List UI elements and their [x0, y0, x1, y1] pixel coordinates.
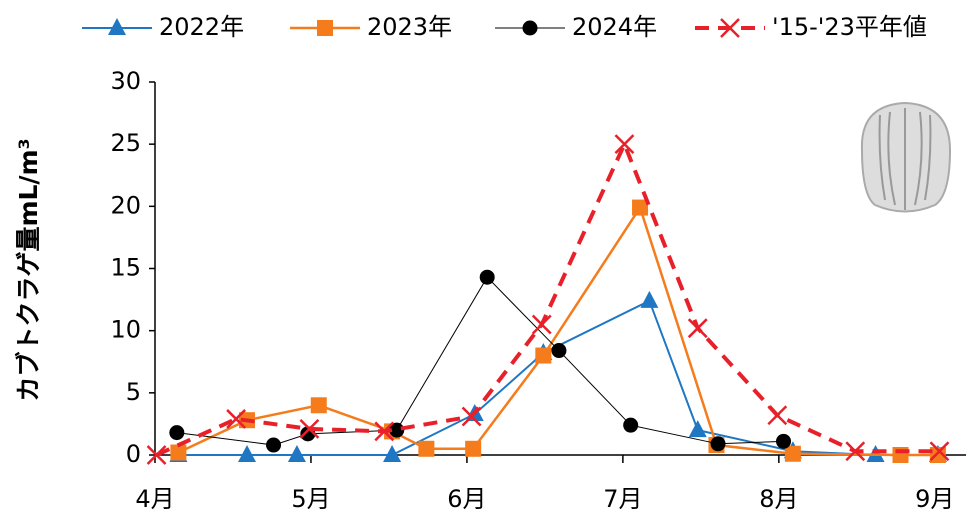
marker: [551, 343, 567, 359]
marker: [374, 421, 395, 442]
jellyfish-illustration: [860, 101, 952, 213]
y-tick-label: 10: [110, 316, 141, 344]
marker: [479, 269, 495, 285]
marker: [299, 419, 320, 439]
series: [169, 290, 947, 462]
marker: [614, 134, 635, 155]
series: [170, 199, 946, 463]
marker: [929, 447, 946, 463]
series-line: [178, 299, 938, 456]
marker: [784, 445, 801, 462]
x-tick-label: 6月: [447, 485, 486, 513]
marker: [710, 436, 726, 452]
marker: [687, 318, 708, 339]
marker: [623, 417, 639, 433]
series: [146, 134, 950, 465]
marker: [108, 18, 126, 35]
legend-item: 2023年: [290, 13, 452, 41]
marker: [287, 445, 306, 462]
marker: [929, 441, 950, 462]
marker: [640, 290, 659, 308]
series-line: [155, 139, 940, 457]
marker: [461, 406, 482, 427]
marker: [632, 199, 649, 216]
x-tick-label: 9月: [915, 485, 954, 513]
y-tick-label: 25: [110, 129, 141, 157]
legend-label: '15-'23平年値: [772, 13, 927, 41]
legend-item: '15-'23平年値: [695, 13, 927, 41]
marker: [310, 397, 327, 414]
legend-item: 2024年: [495, 13, 657, 41]
x-tick-label: 7月: [603, 485, 642, 513]
marker: [266, 437, 282, 453]
marker: [776, 433, 792, 449]
legend-label: 2022年: [159, 13, 244, 41]
y-tick-label: 20: [110, 191, 141, 219]
marker: [317, 20, 333, 36]
y-tick-label: 5: [126, 378, 141, 406]
marker: [720, 18, 740, 38]
y-tick-label: 15: [110, 254, 141, 282]
marker: [146, 445, 167, 465]
marker: [383, 445, 402, 462]
marker: [522, 20, 538, 36]
y-axis-title: カブトクラゲ量mL/m³: [14, 138, 43, 401]
marker: [170, 444, 187, 461]
marker: [418, 440, 435, 457]
marker: [535, 347, 552, 364]
marker: [767, 405, 788, 426]
marker: [389, 422, 405, 438]
marker: [531, 314, 552, 335]
marker: [238, 445, 257, 462]
marker: [226, 409, 246, 429]
marker: [845, 441, 866, 462]
x-tick-label: 8月: [759, 485, 798, 513]
y-tick-label: 30: [110, 67, 141, 95]
x-tick-label: 4月: [135, 485, 174, 513]
marker: [688, 420, 707, 438]
legend-label: 2023年: [367, 13, 452, 41]
marker: [465, 440, 482, 457]
legend-item: 2022年: [82, 13, 244, 41]
x-tick-label: 5月: [291, 485, 330, 513]
legend-label: 2024年: [572, 13, 657, 41]
marker: [169, 425, 185, 441]
series-line: [177, 204, 938, 457]
y-tick-label: 0: [126, 440, 141, 468]
